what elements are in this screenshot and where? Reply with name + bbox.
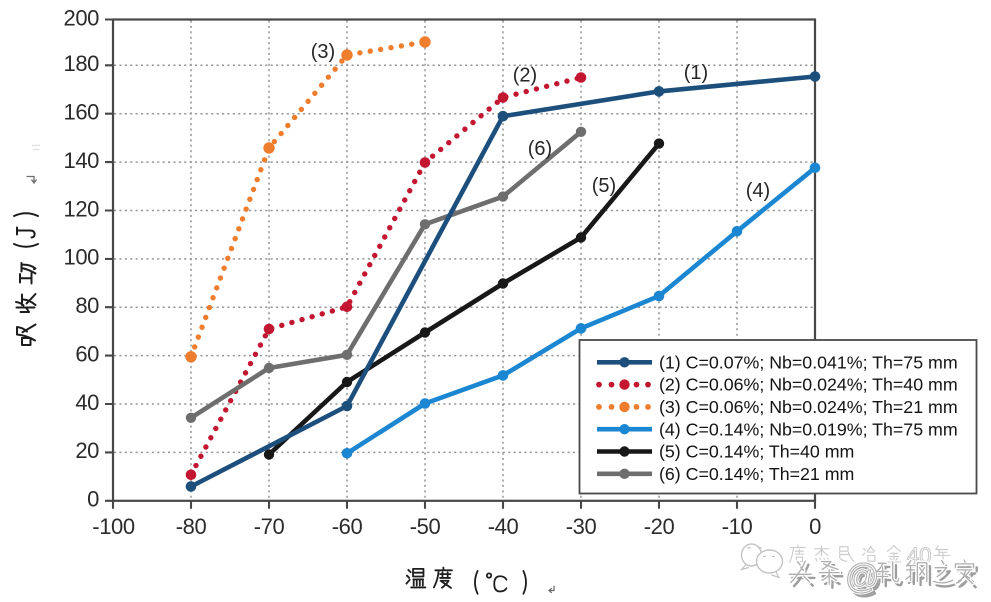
svg-text:-30: -30 xyxy=(566,514,597,539)
svg-text:-80: -80 xyxy=(176,514,207,539)
svg-text:0: 0 xyxy=(87,487,99,512)
svg-text:(4): (4) xyxy=(746,180,770,202)
svg-text:(5) C=0.14%; Th=40 mm: (5) C=0.14%; Th=40 mm xyxy=(659,442,854,462)
svg-text:-70: -70 xyxy=(254,514,285,539)
svg-text:-40: -40 xyxy=(488,514,519,539)
svg-text:-20: -20 xyxy=(644,514,675,539)
svg-text:@: @ xyxy=(845,558,880,596)
svg-text:(1) C=0.07%; Nb=0.041%; Th=75: (1) C=0.07%; Nb=0.041%; Th=75 mm xyxy=(659,352,958,372)
svg-text:200: 200 xyxy=(63,5,99,30)
svg-text:120: 120 xyxy=(63,196,99,221)
svg-text:60: 60 xyxy=(75,341,99,366)
svg-text:-10: -10 xyxy=(722,514,753,539)
svg-text:(5): (5) xyxy=(592,175,616,197)
svg-text:-100: -100 xyxy=(92,514,135,539)
svg-text:180: 180 xyxy=(63,51,99,76)
svg-text:-50: -50 xyxy=(410,514,441,539)
svg-text:0: 0 xyxy=(809,514,821,539)
svg-text:(6) C=0.14%; Th=21 mm: (6) C=0.14%; Th=21 mm xyxy=(659,464,854,484)
svg-text:(3) C=0.06%; Nb=0.024%; Th=21: (3) C=0.06%; Nb=0.024%; Th=21 mm xyxy=(659,397,958,417)
svg-text:(2) C=0.06%; Nb=0.024%; Th=40: (2) C=0.06%; Nb=0.024%; Th=40 mm xyxy=(659,375,958,395)
svg-text:140: 140 xyxy=(63,148,99,173)
svg-text:-60: -60 xyxy=(332,514,363,539)
svg-text:100: 100 xyxy=(63,245,99,270)
svg-text:(4) C=0.14%; Nb=0.019%; Th=75: (4) C=0.14%; Nb=0.019%; Th=75 mm xyxy=(659,419,958,439)
svg-text:160: 160 xyxy=(63,100,99,125)
svg-text:(1): (1) xyxy=(684,62,708,84)
svg-text:40: 40 xyxy=(75,390,99,415)
svg-text:(3): (3) xyxy=(311,41,335,63)
svg-text:80: 80 xyxy=(75,293,99,318)
svg-text:(6): (6) xyxy=(528,138,552,160)
svg-text:(2): (2) xyxy=(513,65,537,87)
svg-text:@: @ xyxy=(845,558,880,596)
svg-text:@: @ xyxy=(848,562,883,600)
svg-text:20: 20 xyxy=(75,438,99,463)
